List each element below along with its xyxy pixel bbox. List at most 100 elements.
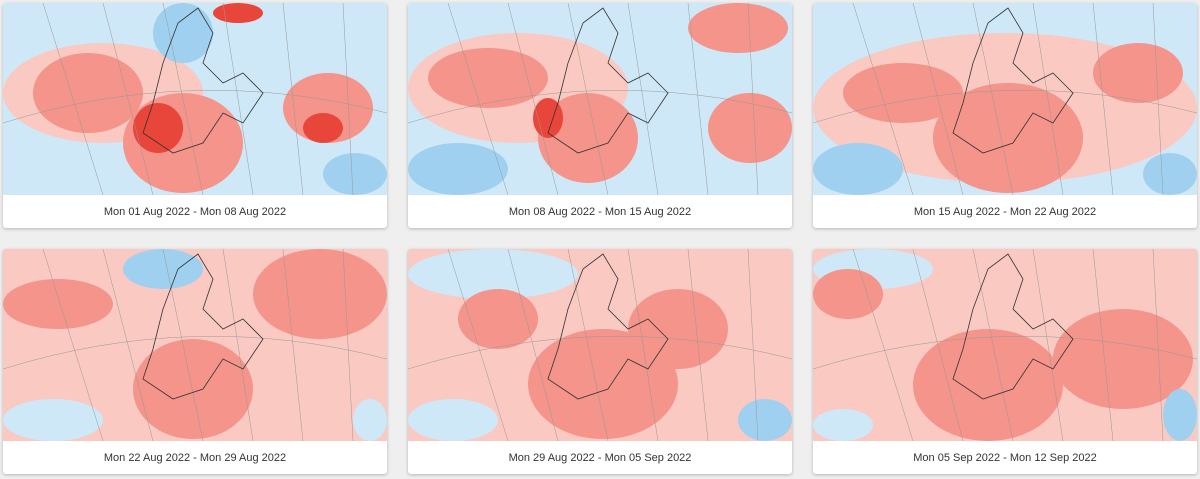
graticule-line [627,3,659,195]
anomaly-region [408,249,578,299]
anomaly-map [813,249,1197,441]
forecast-card[interactable]: Mon 29 Aug 2022 - Mon 05 Sep 2022 [408,249,792,474]
anomaly-region [1143,153,1197,195]
anomaly-region [353,399,387,441]
anomaly-region [1053,309,1193,409]
graticule-line [567,3,609,195]
graticule-line [1092,249,1114,441]
anomaly-region [253,249,387,339]
graticule-line [912,3,964,195]
date-range-caption: Mon 05 Sep 2022 - Mon 12 Sep 2022 [913,451,1097,464]
anomaly-region [153,3,213,63]
graticule-line [852,249,914,441]
anomaly-region [323,153,387,195]
anomaly-region [408,143,508,195]
graticule-line [1152,249,1164,441]
coastline [547,253,669,400]
graticule-line [912,249,964,441]
forecast-card[interactable]: Mon 01 Aug 2022 - Mon 08 Aug 2022 [3,3,387,228]
anomaly-map [408,3,792,195]
anomaly-map [3,249,387,441]
graticule-line [282,3,304,195]
graticule-line [42,249,104,441]
anomaly-region [133,339,253,439]
graticule-line [222,3,254,195]
graticule-line [282,249,304,441]
anomaly-region [813,143,903,195]
graticule-line [852,3,914,195]
graticule-line [1032,249,1064,441]
anomaly-region [133,103,183,153]
anomaly-region [688,3,788,53]
forecast-card[interactable]: Mon 08 Aug 2022 - Mon 15 Aug 2022 [408,3,792,228]
graticule-line [102,249,154,441]
coastline [952,253,1074,400]
graticule-line [408,90,792,124]
anomaly-region [33,53,143,133]
graticule-line [342,249,354,441]
graticule-line [507,3,559,195]
anomaly-region [213,3,263,23]
anomaly-region [528,329,678,439]
date-range-caption: Mon 08 Aug 2022 - Mon 15 Aug 2022 [508,205,692,218]
anomaly-region [428,48,548,108]
forecast-card[interactable]: Mon 15 Aug 2022 - Mon 22 Aug 2022 [813,3,1197,228]
anomaly-region [813,269,883,319]
anomaly-region [1163,389,1197,441]
graticule-line [813,336,1197,370]
anomaly-map [813,3,1197,195]
anomaly-region [3,399,103,441]
anomaly-region [843,63,963,123]
anomaly-map [408,249,792,441]
graticule-line [813,90,1197,124]
graticule-line [162,3,204,195]
forecast-card[interactable]: Mon 22 Aug 2022 - Mon 29 Aug 2022 [3,249,387,474]
forecast-card[interactable]: Mon 05 Sep 2022 - Mon 12 Sep 2022 [813,249,1197,474]
graticule-line [342,3,354,195]
graticule-line [3,336,387,370]
coastline [142,7,264,154]
anomaly-region [303,113,343,143]
graticule-line [42,3,104,195]
graticule-line [567,249,609,441]
graticule-line [747,249,759,441]
coastline [142,253,264,400]
graticule-line [687,249,709,441]
anomaly-region [813,409,873,441]
graticule-line [687,3,709,195]
graticule-line [162,249,204,441]
graticule-line [102,3,154,195]
graticule-line [1152,3,1164,195]
graticule-line [222,249,254,441]
anomaly-region [628,289,728,369]
graticule-line [447,249,509,441]
graticule-line [408,336,792,370]
graticule-line [1092,3,1114,195]
graticule-line [3,90,387,124]
anomaly-region [458,289,538,349]
anomaly-region [3,279,113,329]
anomaly-region [933,83,1083,193]
graticule-line [1032,3,1064,195]
anomaly-region [538,93,638,183]
anomaly-map [3,3,387,195]
coastline [952,7,1074,154]
graticule-line [507,249,559,441]
date-range-caption: Mon 01 Aug 2022 - Mon 08 Aug 2022 [103,205,287,218]
date-range-caption: Mon 22 Aug 2022 - Mon 29 Aug 2022 [103,451,287,464]
date-range-caption: Mon 29 Aug 2022 - Mon 05 Sep 2022 [508,451,692,464]
anomaly-region [408,399,498,441]
coastline [547,7,669,154]
anomaly-region [123,249,203,289]
date-range-caption: Mon 15 Aug 2022 - Mon 22 Aug 2022 [913,205,1097,218]
graticule-line [747,3,759,195]
anomaly-region [913,329,1063,441]
anomaly-region [738,399,792,441]
forecast-grid: Mon 01 Aug 2022 - Mon 08 Aug 2022 Mon 08… [3,3,1197,474]
graticule-line [627,249,659,441]
anomaly-region [708,93,792,163]
graticule-line [447,3,509,195]
graticule-line [972,3,1014,195]
anomaly-region [1093,43,1183,103]
graticule-line [972,249,1014,441]
